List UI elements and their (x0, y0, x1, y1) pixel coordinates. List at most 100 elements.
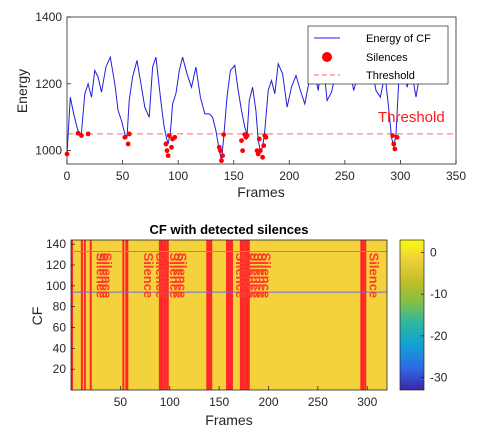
energy-x-tick-label: 150 (224, 169, 244, 183)
legend-threshold-label: Threshold (366, 70, 415, 82)
silence-point (394, 134, 400, 140)
silence-point (85, 131, 91, 137)
silence-point (64, 151, 70, 157)
silence-label: Silence (175, 253, 190, 299)
energy-y-tick-label: 1000 (35, 144, 62, 158)
silence-point (79, 133, 84, 139)
energy-x-tick-label: 100 (168, 169, 188, 183)
heatmap-x-tick-label: 150 (209, 395, 229, 409)
heatmap-x-tick-label: 250 (308, 395, 328, 409)
energy-x-tick-label: 0 (64, 169, 71, 183)
silence-point (240, 148, 246, 154)
energy-plot: 0 50 100 150 200 250 300 350 1000 1200 1400 Frame… (14, 10, 466, 200)
silence-point (169, 144, 174, 150)
silence-label: Silence (100, 253, 115, 299)
heatmap-y-tick-label: 80 (53, 300, 67, 314)
silence-label: Silence (94, 253, 109, 299)
silence-label: Silence (157, 253, 172, 299)
silence-label: Silence (239, 253, 254, 299)
silence-label: Silence (255, 253, 270, 299)
silence-point (219, 158, 224, 164)
heatmap-x-ticks: 50 100 150 200 250 300 (114, 386, 378, 409)
silence-label: Silence (251, 253, 266, 299)
silence-point (172, 134, 178, 140)
legend-energy-label: Energy of CF (366, 33, 431, 45)
energy-x-tick-label: 50 (116, 169, 130, 183)
silence-label: Silence (243, 253, 258, 299)
silence-stripe (166, 240, 169, 390)
colorbar-tick-label: 0 (430, 246, 437, 260)
silence-point (217, 148, 223, 154)
colorbar-ticks: 0 -10 -20 -30 (421, 246, 448, 385)
silence-label: Silence (247, 253, 262, 299)
silence-point (390, 133, 396, 139)
silence-stripe (122, 240, 125, 390)
silence-point (220, 153, 226, 159)
energy-y-axis-label: Energy (14, 69, 30, 113)
colorbar: 0 -10 -20 -30 (399, 239, 448, 391)
silence-point (125, 141, 131, 147)
cf-heatmap: CF with detected silences SilenceSilence… (29, 222, 448, 428)
silence-stripe (230, 240, 233, 390)
silence-stripe (210, 240, 213, 390)
energy-y-ticks: 1000 1200 1400 (35, 10, 71, 158)
energy-y-tick-label: 1200 (35, 77, 62, 91)
colorbar-gradient (399, 239, 425, 391)
silence-point (122, 134, 128, 140)
heatmap-y-tick-label: 120 (46, 258, 66, 272)
heatmap-y-tick-label: 40 (53, 341, 67, 355)
silence-stripe (126, 240, 129, 390)
silence-point (263, 134, 269, 140)
energy-x-tick-label: 200 (279, 169, 299, 183)
energy-y-tick-label: 1400 (35, 10, 62, 24)
silence-label: Silence (233, 253, 248, 299)
heatmap-x-axis-label: Frames (205, 412, 252, 428)
silence-point (261, 143, 267, 149)
silence-point (166, 133, 172, 139)
heatmap-x-tick-label: 50 (114, 395, 128, 409)
heatmap-y-ticks: 20 40 60 80 100 120 140 (46, 237, 75, 376)
silence-point (391, 141, 397, 147)
silence-point (260, 154, 266, 160)
heatmap-x-tick-label: 100 (160, 395, 180, 409)
energy-x-tick-label: 350 (446, 169, 466, 183)
silence-label: Silence (97, 253, 112, 299)
colorbar-tick-label: -10 (430, 287, 448, 301)
silence-stripe (364, 240, 367, 390)
energy-legend: Energy of CF Silences Threshold (307, 25, 449, 85)
silence-stripe (80, 240, 83, 390)
heatmap-y-tick-label: 140 (46, 237, 66, 251)
colorbar-tick-label: -20 (430, 329, 448, 343)
energy-x-tick-label: 250 (335, 169, 355, 183)
heatmap-x-tick-label: 200 (258, 395, 278, 409)
silence-point (244, 133, 250, 139)
silence-stripe (227, 240, 230, 390)
silence-point (392, 146, 398, 152)
energy-x-ticks: 0 50 100 150 200 250 300 350 (64, 160, 466, 183)
heatmap-x-tick-label: 300 (357, 395, 377, 409)
heatmap-y-tick-label: 60 (53, 321, 67, 335)
heatmap-frame (70, 239, 388, 391)
silence-label: Silence (167, 253, 182, 299)
silence-label: Silence (141, 253, 156, 299)
silence-point (165, 153, 171, 159)
silence-stripe (161, 240, 164, 390)
silence-label: Silence (259, 253, 274, 299)
silence-point (239, 138, 244, 144)
heatmap-y-axis-label: CF (29, 307, 45, 326)
heatmap-y-tick-label: 20 (53, 362, 67, 376)
silence-point (164, 148, 170, 154)
silence-point (221, 132, 227, 138)
silence-point (257, 148, 263, 154)
heatmap-y-tick-label: 100 (46, 279, 66, 293)
silence-stripe (242, 240, 245, 390)
silence-stripe (362, 240, 365, 390)
silence-point (256, 136, 262, 142)
silence-stripe (71, 240, 73, 390)
silence-stripe (247, 240, 250, 390)
silence-point (126, 131, 132, 137)
silence-label: Silence (171, 253, 186, 299)
threshold-annotation: Threshold (378, 109, 445, 126)
